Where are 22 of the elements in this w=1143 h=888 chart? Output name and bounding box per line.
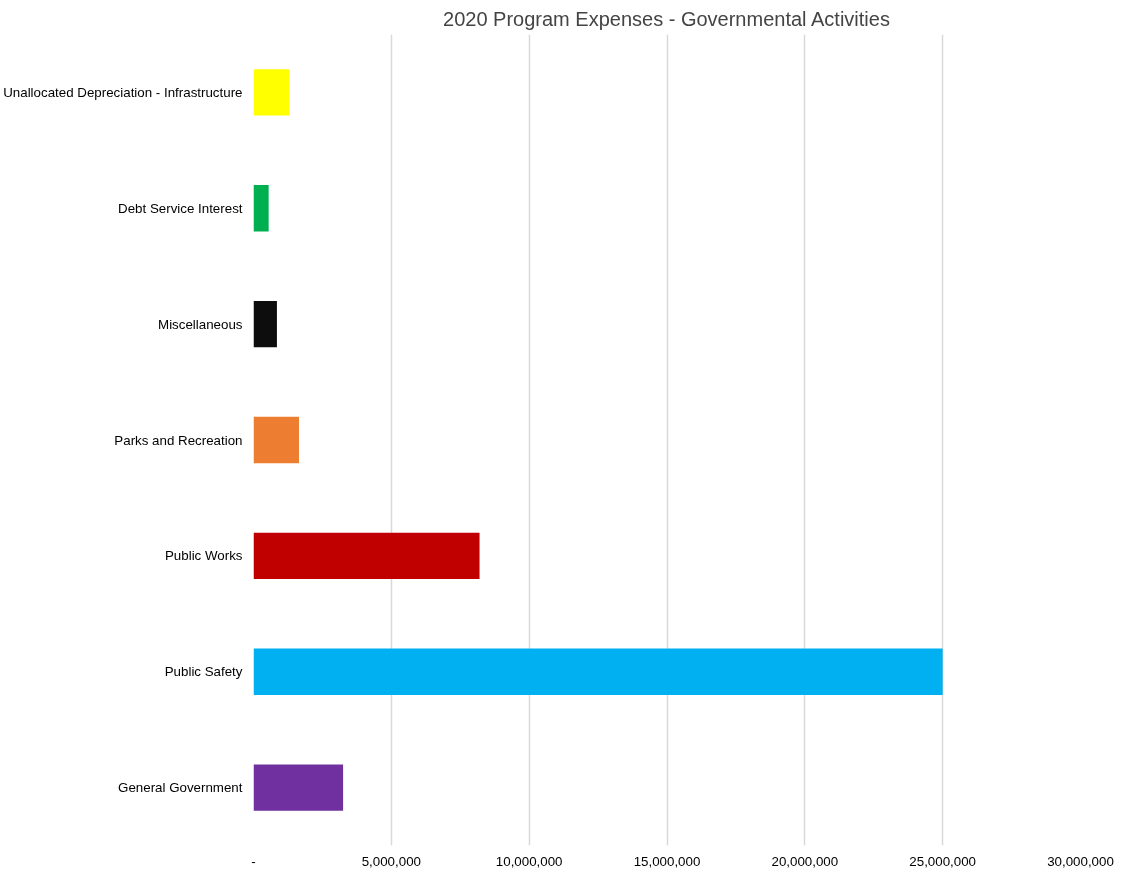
x-tick-label: 20,000,000 (771, 853, 839, 869)
bar (253, 185, 269, 232)
x-tick-label: 10,000,000 (495, 853, 563, 869)
y-tick-label: General Government (118, 780, 243, 796)
x-tick-label: 5,000,000 (361, 853, 421, 869)
x-tick-label: - (251, 853, 256, 869)
bar (253, 300, 277, 348)
bar (253, 764, 344, 811)
bar (253, 416, 299, 464)
x-tick-label: 25,000,000 (909, 853, 977, 869)
chart-title: 2020 Program Expenses - Governmental Activities (443, 7, 890, 30)
bar (253, 69, 290, 116)
y-tick-label: Unallocated Depreciation - Infrastructure (3, 84, 243, 100)
y-tick-label: Debt Service Interest (118, 200, 243, 216)
bar (253, 532, 480, 580)
y-tick-label: Parks and Recreation (114, 432, 243, 448)
y-tick-label: Public Works (164, 548, 243, 564)
bar (253, 648, 943, 695)
x-tick-label: 15,000,000 (633, 853, 701, 869)
x-tick-label: 30,000,000 (1047, 853, 1114, 869)
y-tick-label: Public Safety (164, 664, 243, 680)
y-tick-label: Miscellaneous (158, 316, 243, 332)
